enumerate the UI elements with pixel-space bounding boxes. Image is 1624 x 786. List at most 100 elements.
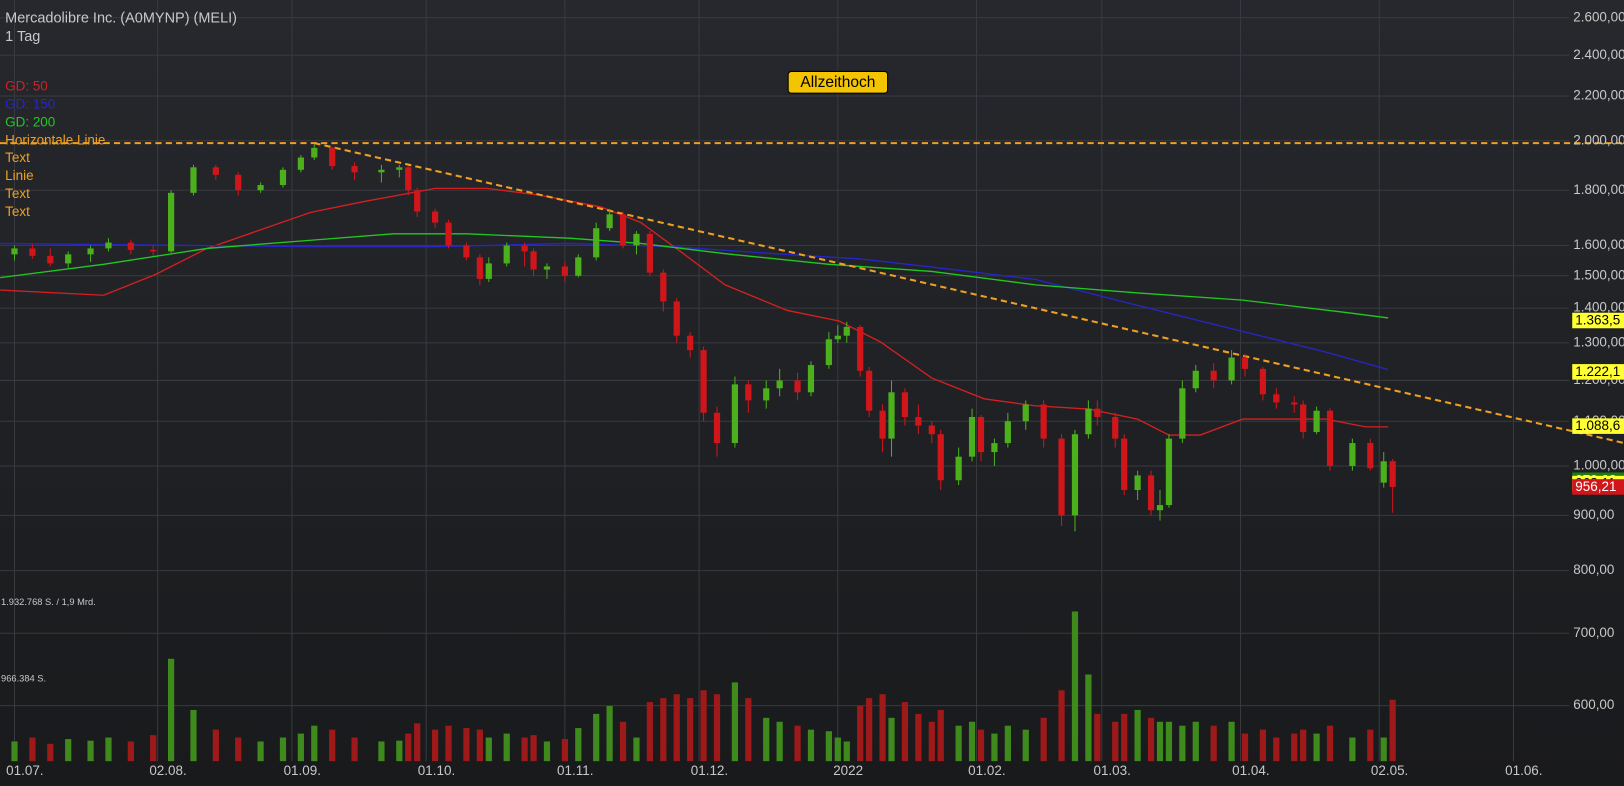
volume-bar bbox=[1380, 737, 1387, 762]
volume-bar bbox=[1300, 729, 1307, 762]
candle-body bbox=[150, 249, 157, 252]
volume-bar bbox=[127, 741, 134, 762]
volume-bar bbox=[991, 733, 998, 762]
y-tick-label: 1.600,00 bbox=[1573, 237, 1624, 252]
y-tick-label: 2.000,00 bbox=[1573, 132, 1624, 147]
indicator-lines bbox=[0, 142, 1624, 445]
candle-body bbox=[190, 167, 197, 193]
candle-body bbox=[763, 388, 770, 401]
legend-entry: Linie bbox=[5, 168, 33, 183]
y-tick-label: 900,00 bbox=[1573, 507, 1614, 522]
candle-body bbox=[1004, 421, 1011, 444]
volume-bar bbox=[521, 737, 528, 762]
candle-body bbox=[105, 242, 112, 249]
candle-body bbox=[351, 166, 358, 173]
volume-bar bbox=[1259, 729, 1267, 762]
volume-bar bbox=[937, 709, 944, 762]
volume-bar bbox=[11, 741, 18, 762]
volume-bar bbox=[928, 721, 935, 762]
candle-body bbox=[593, 228, 600, 258]
candle-body bbox=[776, 380, 783, 389]
candle-body bbox=[1291, 402, 1298, 405]
candle-body bbox=[928, 425, 935, 435]
candle-body bbox=[660, 272, 667, 302]
legend-entry: Text bbox=[5, 150, 30, 165]
legend-entry: Text bbox=[5, 204, 30, 219]
volume-bar bbox=[212, 729, 219, 762]
candle-body bbox=[87, 248, 94, 255]
volume-bar bbox=[1179, 725, 1186, 762]
candle-body bbox=[700, 350, 707, 413]
volume-bar bbox=[1022, 729, 1029, 762]
candle-body bbox=[888, 392, 895, 439]
volume-bar bbox=[1094, 713, 1101, 762]
candle-body bbox=[1273, 394, 1280, 403]
legend-entry: Horizontale Linie bbox=[5, 132, 105, 147]
volume-bar bbox=[888, 717, 895, 762]
candle-body bbox=[279, 169, 287, 186]
volume-bar bbox=[279, 737, 287, 762]
candle-body bbox=[463, 245, 470, 258]
moving-average bbox=[0, 187, 1389, 436]
volume-bar bbox=[619, 721, 627, 762]
volume-bar bbox=[1165, 721, 1173, 762]
candle-body bbox=[235, 174, 242, 191]
candle-body bbox=[65, 254, 72, 264]
volume-bar bbox=[1147, 717, 1155, 762]
volume-bar bbox=[561, 739, 568, 762]
volume-bar bbox=[476, 729, 483, 762]
candle-body bbox=[1058, 438, 1065, 516]
candle-body bbox=[901, 392, 909, 418]
candles bbox=[11, 144, 1396, 532]
candle-body bbox=[414, 190, 421, 212]
price-label: 1.222,1 bbox=[1575, 364, 1620, 379]
candle-body bbox=[713, 412, 721, 444]
volume-bar bbox=[1228, 721, 1235, 762]
volume-bar bbox=[968, 721, 976, 762]
volume-bar bbox=[646, 702, 653, 762]
volume-bar bbox=[1085, 674, 1092, 762]
candle-body bbox=[521, 245, 528, 252]
price-label-box bbox=[1572, 479, 1624, 495]
volume-bar bbox=[1273, 737, 1280, 762]
trend-line bbox=[314, 142, 1624, 445]
candle-body bbox=[731, 384, 739, 444]
candle-body bbox=[1165, 438, 1173, 506]
volume-bar bbox=[977, 729, 985, 762]
candle-body bbox=[543, 266, 551, 270]
candle-body bbox=[794, 380, 801, 393]
volume-bar bbox=[463, 728, 470, 762]
chart-title: Mercadolibre Inc. (A0MYNP) (MELI) bbox=[5, 10, 237, 26]
candle-body bbox=[530, 251, 537, 270]
y-tick-label: 600,00 bbox=[1573, 697, 1614, 712]
candle-body bbox=[1071, 434, 1079, 516]
volume-bar bbox=[575, 728, 582, 762]
candle-body bbox=[745, 384, 752, 401]
volume-bar bbox=[660, 698, 667, 762]
candle-body bbox=[11, 248, 18, 255]
candle-body bbox=[1210, 370, 1217, 381]
candle-body bbox=[991, 443, 998, 453]
volume-bar bbox=[1389, 699, 1396, 762]
volume-bar bbox=[378, 741, 385, 762]
candle-body bbox=[1389, 461, 1396, 487]
candle-body bbox=[807, 365, 815, 393]
candle-body bbox=[834, 335, 841, 340]
x-tick-label: 02.08. bbox=[149, 763, 186, 778]
volume-bar bbox=[543, 741, 551, 762]
x-tick-label: 01.11. bbox=[557, 763, 593, 778]
volume-bar bbox=[745, 698, 752, 762]
price-label: 1.088,6 bbox=[1575, 418, 1620, 433]
volume-bar bbox=[1040, 717, 1047, 762]
volume-bar bbox=[606, 706, 613, 762]
candle-body bbox=[866, 370, 873, 411]
volume-bar bbox=[866, 698, 873, 762]
x-tick-label: 01.12. bbox=[691, 763, 728, 778]
volume-bar bbox=[1156, 721, 1164, 762]
volume-bar bbox=[673, 694, 680, 762]
volume-bar bbox=[29, 737, 36, 762]
candle-body bbox=[1147, 475, 1155, 511]
y-tick-label: 2.400,00 bbox=[1573, 47, 1624, 62]
candle-body bbox=[1134, 475, 1141, 491]
